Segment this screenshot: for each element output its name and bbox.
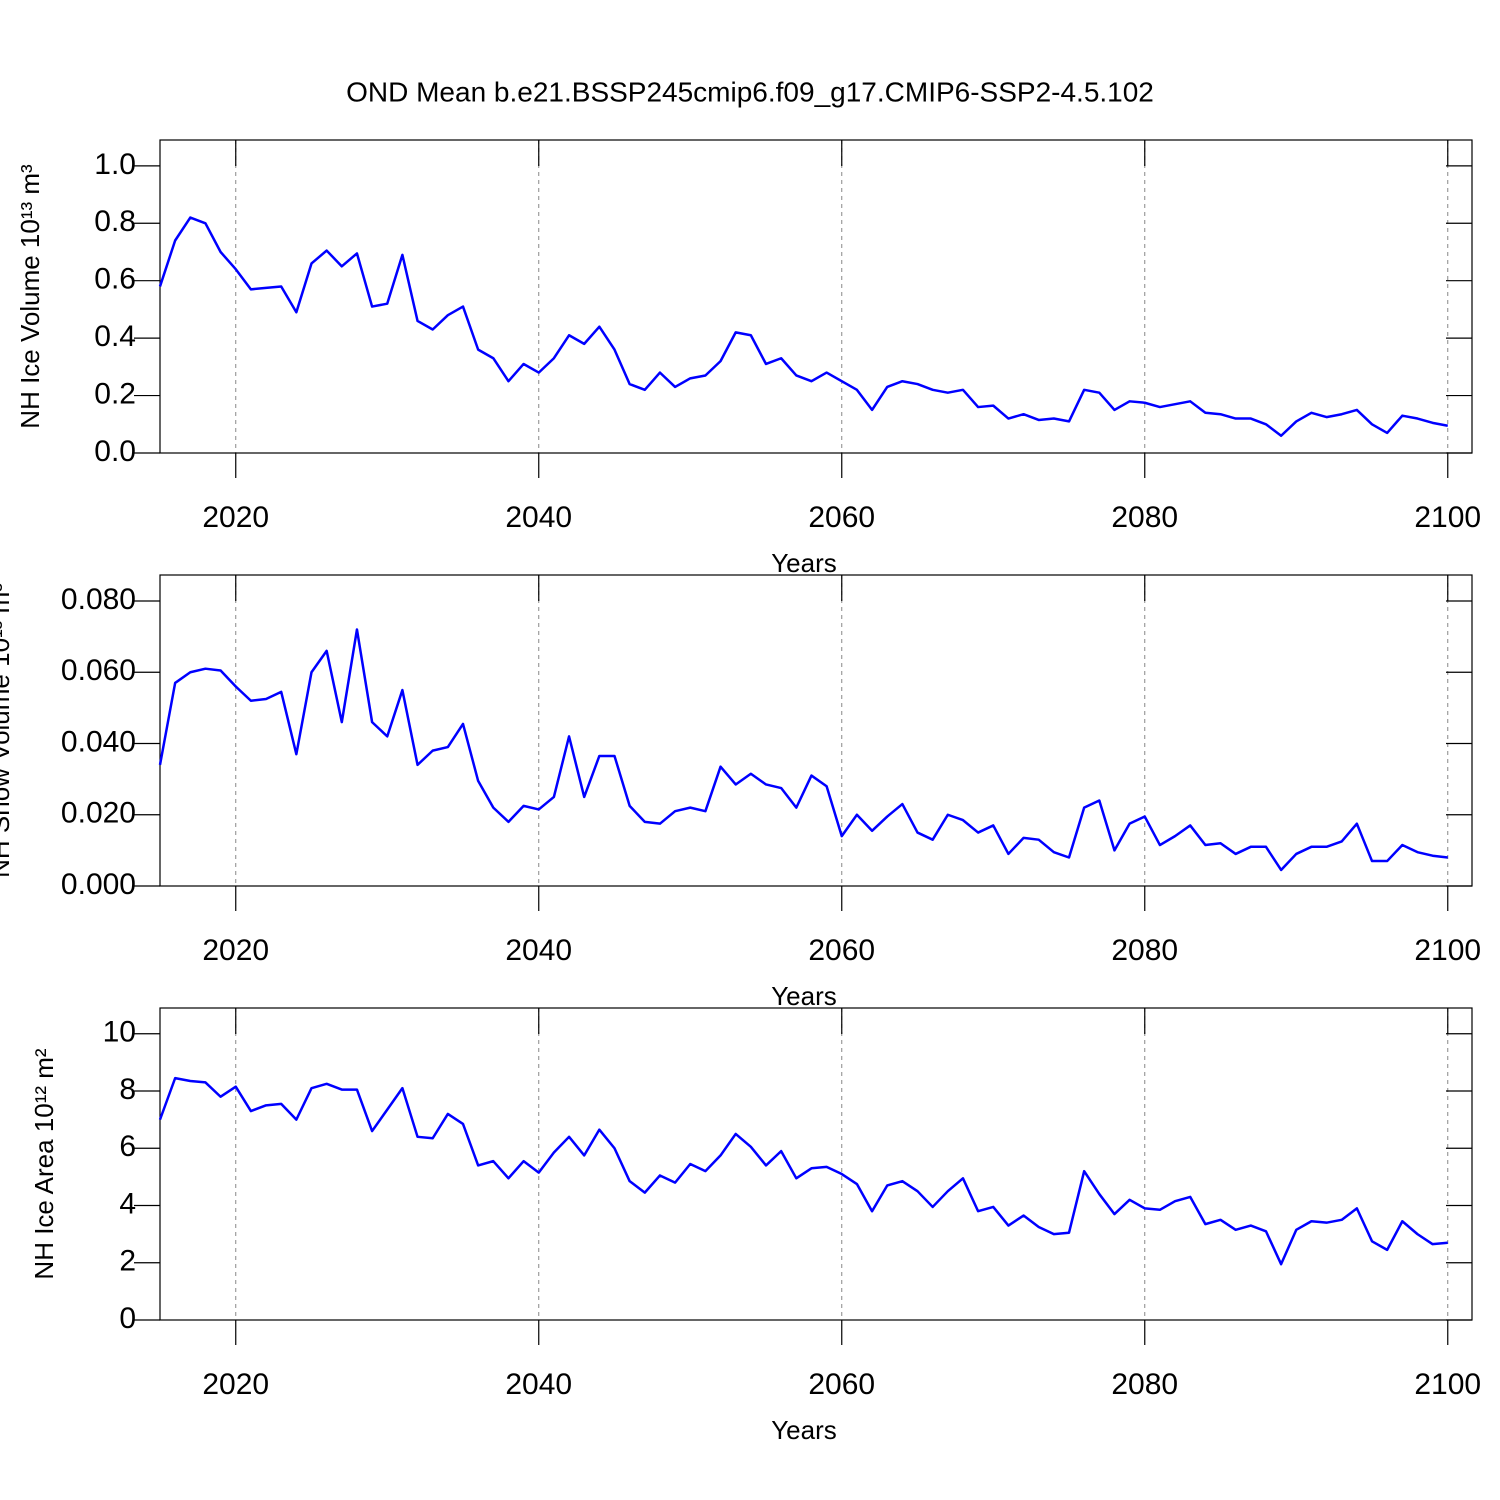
plot-frame [159,574,1473,887]
y-tick-label: 2 [119,1245,136,1278]
y-tick-label: 4 [119,1187,136,1220]
y-tick-label: 0.6 [94,263,136,296]
x-tick-label: 2100 [1414,501,1481,534]
x-tick-label: 2060 [808,1368,875,1401]
y-tick-label: 0.040 [61,725,136,758]
y-tick-label: 0.4 [94,320,136,353]
y-tick-label: 6 [119,1130,136,1163]
plot-frame [159,139,1473,454]
figure-title: OND Mean b.e21.BSSP245cmip6.f09_g17.CMIP… [346,76,1154,107]
y-tick-label: 0.8 [94,205,136,238]
x-tick-label: 2080 [1111,934,1178,967]
y-axis-label: NH Ice Area 10¹² m² [29,1048,59,1280]
x-tick-label: 2040 [505,934,572,967]
x-tick-label: 2060 [808,934,875,967]
x-tick-label: 2100 [1414,934,1481,967]
data-line [158,1076,1448,1266]
x-axis-label: Years [771,981,837,1011]
x-tick-label: 2040 [505,501,572,534]
x-tick-label: 2060 [808,501,875,534]
data-line [158,628,1448,872]
x-tick-label: 2020 [202,934,269,967]
y-tick-label: 8 [119,1073,136,1106]
y-tick-label: 0.060 [61,654,136,687]
y-axis-label: NH Snow Volume 10¹³ m³ [0,583,15,878]
y-tick-label: 0 [119,1302,136,1335]
x-tick-label: 2040 [505,1368,572,1401]
data-line [158,216,1448,438]
x-axis-label: Years [771,548,837,578]
y-tick-label: 1.0 [94,148,136,181]
y-tick-label: 0.080 [61,583,136,616]
y-tick-label: 0.020 [61,797,136,830]
y-tick-label: 10 [103,1016,136,1049]
x-tick-label: 2080 [1111,501,1178,534]
y-axis-label: NH Ice Volume 10¹³ m³ [15,164,45,429]
y-tick-label: 0.2 [94,377,136,410]
y-tick-label: 0.0 [94,435,136,468]
y-tick-label: 0.000 [61,868,136,901]
x-tick-label: 2020 [202,501,269,534]
x-axis-label: Years [771,1415,837,1445]
plot-frame [159,1007,1473,1321]
x-tick-label: 2100 [1414,1368,1481,1401]
x-tick-label: 2080 [1111,1368,1178,1401]
x-tick-label: 2020 [202,1368,269,1401]
